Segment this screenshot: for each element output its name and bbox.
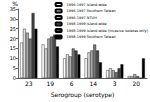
- svg-text:Serogroup (serotype): Serogroup (serotype): [51, 91, 115, 99]
- svg-text:25: 25: [10, 26, 16, 32]
- svg-text:15: 15: [10, 45, 16, 51]
- svg-text:35: 35: [10, 6, 16, 12]
- svg-text:14: 14: [89, 80, 97, 87]
- svg-text:1996-1997 Southern Taiwan: 1996-1997 Southern Taiwan: [67, 9, 116, 13]
- svg-text:30: 30: [10, 16, 16, 22]
- svg-text:20: 20: [132, 80, 140, 87]
- svg-text:1998-1999 Island-wide: 1998-1999 Island-wide: [67, 22, 107, 26]
- svg-text:10: 10: [10, 55, 16, 61]
- svg-text:20: 20: [10, 36, 16, 42]
- svg-text:19: 19: [46, 80, 54, 87]
- svg-text:3: 3: [113, 80, 117, 87]
- svg-text:0: 0: [13, 75, 16, 81]
- svg-text:1998-1999 Southern Taiwan: 1998-1999 Southern Taiwan: [67, 35, 116, 39]
- svg-text:1996-1997 NTUH: 1996-1997 NTUH: [67, 16, 98, 20]
- svg-text:1998-1999 Island-wide (invasiv: 1998-1999 Island-wide (invasive isolates…: [67, 29, 149, 33]
- svg-text:5: 5: [13, 65, 16, 71]
- svg-text:23: 23: [25, 80, 33, 87]
- svg-text:1996-1997 Island-wide: 1996-1997 Island-wide: [67, 3, 107, 7]
- svg-text:6: 6: [70, 80, 74, 87]
